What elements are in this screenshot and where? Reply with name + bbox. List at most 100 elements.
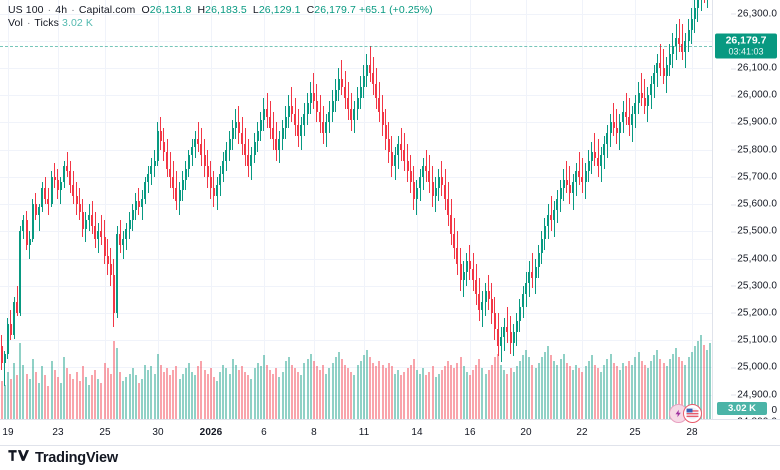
volume-bar	[675, 348, 678, 419]
chart-plot-area[interactable]	[0, 0, 712, 419]
volume-bar	[175, 366, 178, 419]
candle-body	[478, 293, 481, 311]
candle-body	[465, 261, 468, 273]
candle-body	[428, 171, 431, 183]
candle-body	[384, 125, 387, 139]
volume-bar	[228, 373, 231, 419]
chart-footer: TradingView	[0, 445, 780, 470]
candle-body	[506, 326, 509, 332]
candle-body	[312, 92, 315, 101]
volume-zero-label: 0	[771, 405, 777, 416]
price-axis[interactable]: 26,300.026,200.026,100.026,000.025,900.0…	[712, 0, 780, 427]
volume-bar	[266, 364, 268, 419]
candle-body	[306, 103, 309, 115]
candle-wick	[550, 195, 552, 232]
volume-bar	[22, 364, 25, 419]
volume-bar	[506, 373, 509, 419]
candle-body	[406, 160, 409, 172]
volume-bar	[241, 366, 244, 419]
price-axis-tick: 26,100.0	[731, 63, 777, 74]
volume-bar	[300, 375, 303, 419]
volume-bar	[287, 357, 290, 419]
volume-bar	[428, 371, 431, 419]
gridline-horizontal	[0, 394, 712, 396]
tradingview-logo[interactable]: TradingView	[8, 449, 118, 467]
volume-bar	[625, 366, 628, 419]
candle-body	[543, 225, 546, 240]
volume-bar	[13, 362, 16, 419]
volume-bar	[578, 368, 581, 419]
candle-body	[100, 231, 103, 237]
volume-bar	[531, 364, 534, 419]
candle-wick	[38, 204, 40, 232]
candle-body	[334, 89, 337, 101]
legend-high-key: H	[197, 4, 206, 16]
candle-body	[537, 253, 540, 267]
candle-body	[528, 272, 531, 283]
candle-body	[597, 157, 600, 166]
volume-bar	[144, 364, 147, 419]
candle-body	[603, 144, 606, 156]
legend-volume-row[interactable]: Vol · Ticks 3.02 K	[8, 17, 433, 30]
us-flag-icon[interactable]	[683, 404, 702, 423]
gridline-horizontal	[0, 285, 712, 287]
candle-body	[553, 209, 556, 221]
volume-bar	[169, 375, 172, 419]
candle-wick	[706, 0, 708, 9]
candle-wick	[4, 351, 6, 387]
time-axis[interactable]: 19 23 25 30 2026 6 8 11 14 16 20 22 25 28	[0, 419, 780, 446]
volume-bar	[41, 366, 44, 419]
volume-bar	[359, 360, 362, 419]
candle-body	[628, 117, 631, 126]
candle-body	[600, 155, 603, 166]
candle-body	[50, 176, 53, 205]
legend-symbol[interactable]: US 100	[8, 4, 44, 16]
candle-body	[531, 272, 534, 278]
candle-body	[63, 165, 66, 183]
legend-interval[interactable]: 4h	[55, 4, 68, 16]
volume-bar	[425, 375, 428, 419]
legend-exchange[interactable]: Capital.com	[78, 4, 136, 16]
volume-bar	[353, 375, 356, 419]
candle-body	[615, 127, 618, 134]
candle-body	[256, 130, 259, 142]
volume-bar	[372, 362, 375, 419]
volume-bar	[387, 362, 390, 419]
candle-body	[3, 353, 6, 364]
time-axis-tick: 6	[261, 427, 267, 438]
candle-body	[347, 97, 350, 109]
volume-bar	[390, 366, 393, 419]
volume-bar	[356, 364, 359, 419]
volume-bar	[162, 371, 165, 419]
volume-bar	[234, 364, 237, 419]
candle-body	[487, 291, 490, 300]
candle-body	[284, 117, 287, 128]
candle-body	[187, 155, 190, 169]
volume-bar	[212, 377, 215, 419]
volume-bar	[659, 359, 662, 419]
volume-bar	[412, 359, 415, 419]
candle-body	[650, 84, 653, 96]
price-axis-tick: 26,000.0	[731, 90, 777, 101]
volume-bar	[119, 371, 122, 419]
candle-body	[490, 299, 493, 313]
volume-bar	[134, 375, 137, 419]
legend-symbol-row[interactable]: US 100 · 4h · Capital.com O26,131.8 H26,…	[8, 4, 433, 17]
candle-body	[653, 73, 656, 85]
candle-body	[431, 182, 434, 196]
gridline-vertical	[364, 0, 365, 419]
candle-body	[618, 122, 621, 134]
volume-bar	[419, 373, 422, 419]
gridline-vertical	[470, 0, 471, 419]
volume-bar	[528, 357, 531, 419]
candle-body	[94, 225, 97, 240]
volume-bar	[244, 371, 247, 419]
candle-body	[447, 198, 450, 215]
candle-body	[468, 261, 471, 270]
time-axis-tick: 20	[520, 427, 532, 438]
volume-bar	[562, 353, 565, 419]
candle-body	[434, 187, 437, 196]
volume-bar	[109, 373, 112, 419]
gridline-horizontal	[0, 176, 712, 178]
candle-body	[646, 95, 649, 107]
